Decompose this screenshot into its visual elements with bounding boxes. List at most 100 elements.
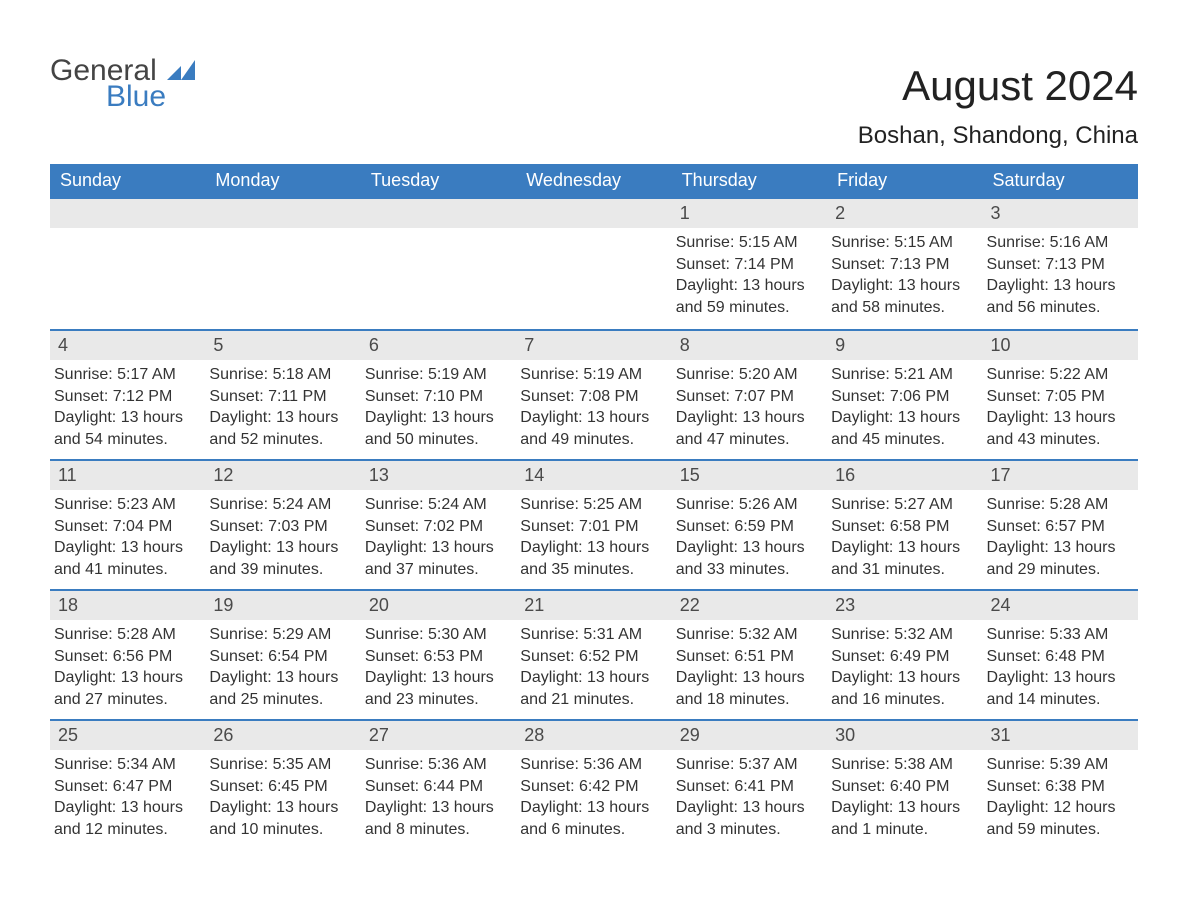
day-number: 3 — [983, 199, 1138, 228]
sunset-line: Sunset: 6:56 PM — [54, 646, 201, 668]
day-cell: 4Sunrise: 5:17 AMSunset: 7:12 PMDaylight… — [50, 331, 205, 459]
sunset-line: Sunset: 6:57 PM — [987, 516, 1134, 538]
sunset-line: Sunset: 6:44 PM — [365, 776, 512, 798]
day-cell: 2Sunrise: 5:15 AMSunset: 7:13 PMDaylight… — [827, 199, 982, 329]
week-row: 25 Sunrise: 5:34 AMSunset: 6:47 PM Dayligh… — [50, 719, 1138, 849]
day-header: Thursday — [672, 164, 827, 199]
sunrise-line: Sunrise: 5:39 AM — [987, 754, 1134, 776]
daylight-line: Daylight: 13 hours and 49 minutes. — [520, 407, 667, 450]
sunrise-line: Sunrise: 5:19 AM — [365, 364, 512, 386]
sunrise-line: Sunrise: 5:28 AM — [54, 624, 201, 646]
day-cell: 6Sunrise: 5:19 AMSunset: 7:10 PMDaylight… — [361, 331, 516, 459]
day-body: Sunrise: 5:22 AMSunset: 7:05 PMDaylight:… — [983, 360, 1138, 458]
sunset-line: Sunset: 6:54 PM — [209, 646, 356, 668]
day-number — [205, 199, 360, 228]
day-body: Sunrise: 5:28 AMSunset: 6:56 PMDaylight:… — [50, 620, 205, 718]
month-title: August 2024 — [858, 62, 1138, 110]
day-body: Sunrise: 5:36 AMSunset: 6:42 PMDaylight:… — [516, 750, 671, 848]
sunrise-line: Sunrise: 5:38 AM — [831, 754, 978, 776]
sunrise-line: Sunrise: 5:26 AM — [676, 494, 823, 516]
day-number: 30 — [827, 721, 982, 750]
daylight-line: Daylight: 13 hours and 47 minutes. — [676, 407, 823, 450]
week-row: 1Sunrise: 5:15 AMSunset: 7:14 PMDaylight… — [50, 199, 1138, 329]
daylight-line: Daylight: 13 hours and 29 minutes. — [987, 537, 1134, 580]
day-number: 28 — [516, 721, 671, 750]
daylight-line: Daylight: 13 hours and 10 minutes. — [209, 797, 356, 840]
sunrise-line: Sunrise: 5:15 AM — [676, 232, 823, 254]
day-number: 13 — [361, 461, 516, 490]
daylight-line: Daylight: 13 hours and 50 minutes. — [365, 407, 512, 450]
day-body: Sunrise: 5:16 AMSunset: 7:13 PMDaylight:… — [983, 228, 1138, 326]
day-header: Saturday — [983, 164, 1138, 199]
day-number: 15 — [672, 461, 827, 490]
sunset-line: Sunset: 6:51 PM — [676, 646, 823, 668]
day-body: Sunrise: 5:37 AMSunset: 6:41 PMDaylight:… — [672, 750, 827, 848]
day-cell: 11Sunrise: 5:23 AMSunset: 7:04 PMDayligh… — [50, 461, 205, 589]
daylight-line: Daylight: 13 hours and 27 minutes. — [54, 667, 201, 710]
sunset-line: Sunset: 6:59 PM — [676, 516, 823, 538]
daylight-line: Daylight: 13 hours and 16 minutes. — [831, 667, 978, 710]
day-body: Sunrise: 5:19 AMSunset: 7:10 PMDaylight:… — [361, 360, 516, 458]
logo-triangle-icon — [167, 54, 195, 87]
day-cell: 9Sunrise: 5:21 AMSunset: 7:06 PMDaylight… — [827, 331, 982, 459]
calendar: SundayMondayTuesdayWednesdayThursdayFrid… — [50, 164, 1138, 849]
daylight-line: Daylight: 13 hours and 54 minutes. — [54, 407, 201, 450]
day-cell: 17Sunrise: 5:28 AMSunset: 6:57 PMDayligh… — [983, 461, 1138, 589]
day-number: 1 — [672, 199, 827, 228]
location-label: Boshan, Shandong, China — [858, 122, 1138, 150]
day-number: 14 — [516, 461, 671, 490]
day-number: 16 — [827, 461, 982, 490]
sunrise-line: Sunrise: 5:15 AM — [831, 232, 978, 254]
day-body: Sunrise: 5:35 AMSunset: 6:45 PMDaylight:… — [205, 750, 360, 848]
daylight-line: Daylight: 13 hours and 56 minutes. — [987, 275, 1134, 318]
day-number: 25 — [50, 721, 205, 750]
daylight-line: Daylight: 13 hours and 52 minutes. — [209, 407, 356, 450]
day-body: Sunrise: 5:23 AMSunset: 7:04 PMDaylight:… — [50, 490, 205, 588]
daylight-line: Daylight: 13 hours and 21 minutes. — [520, 667, 667, 710]
day-number: 21 — [516, 591, 671, 620]
title-block: August 2024 Boshan, Shandong, China — [858, 62, 1138, 150]
week-row: 4Sunrise: 5:17 AMSunset: 7:12 PMDaylight… — [50, 329, 1138, 459]
day-cell: 7Sunrise: 5:19 AMSunset: 7:08 PMDaylight… — [516, 331, 671, 459]
daylight-line: Daylight: 13 hours and 33 minutes. — [676, 537, 823, 580]
daylight-line: Daylight: 13 hours and 3 minutes. — [676, 797, 823, 840]
sunset-line: Sunset: 7:04 PM — [54, 516, 201, 538]
day-number: 10 — [983, 331, 1138, 360]
day-header-row: SundayMondayTuesdayWednesdayThursdayFrid… — [50, 164, 1138, 199]
sunrise-line: Sunrise: 5:28 AM — [987, 494, 1134, 516]
day-body: Sunrise: 5:21 AMSunset: 7:06 PMDaylight:… — [827, 360, 982, 458]
day-cell: 19Sunrise: 5:29 AMSunset: 6:54 PMDayligh… — [205, 591, 360, 719]
day-number: 6 — [361, 331, 516, 360]
day-cell: 22Sunrise: 5:32 AMSunset: 6:51 PMDayligh… — [672, 591, 827, 719]
sunset-line: Sunset: 7:10 PM — [365, 386, 512, 408]
daylight-line: Daylight: 13 hours and 59 minutes. — [676, 275, 823, 318]
sunrise-line: Sunrise: 5:30 AM — [365, 624, 512, 646]
daylight-line: Daylight: 13 hours and 45 minutes. — [831, 407, 978, 450]
day-cell: 10Sunrise: 5:22 AMSunset: 7:05 PMDayligh… — [983, 331, 1138, 459]
sunset-line: Sunset: 7:11 PM — [209, 386, 356, 408]
daylight-line: Daylight: 13 hours and 23 minutes. — [365, 667, 512, 710]
daylight-line: Daylight: 13 hours and 35 minutes. — [520, 537, 667, 580]
day-body: Sunrise: 5:18 AMSunset: 7:11 PMDaylight:… — [205, 360, 360, 458]
day-number: 9 — [827, 331, 982, 360]
day-cell: 21Sunrise: 5:31 AMSunset: 6:52 PMDayligh… — [516, 591, 671, 719]
daylight-line: Daylight: 13 hours and 31 minutes. — [831, 537, 978, 580]
day-body: Sunrise: 5:32 AMSunset: 6:49 PMDaylight:… — [827, 620, 982, 718]
sunrise-line: Sunrise: 5:32 AM — [831, 624, 978, 646]
day-body: Sunrise: 5:29 AMSunset: 6:54 PMDaylight:… — [205, 620, 360, 718]
daylight-line: Daylight: 12 hours and 59 minutes. — [987, 797, 1134, 840]
day-body: Sunrise: 5:24 AMSunset: 7:02 PMDaylight:… — [361, 490, 516, 588]
sunrise-line: Sunrise: 5:23 AM — [54, 494, 201, 516]
sunrise-line: Sunrise: 5:34 AM — [54, 754, 201, 776]
day-body: Sunrise: 5:15 AMSunset: 7:13 PMDaylight:… — [827, 228, 982, 326]
day-number: 31 — [983, 721, 1138, 750]
sunrise-line: Sunrise: 5:25 AM — [520, 494, 667, 516]
day-cell — [50, 199, 205, 329]
daylight-line: Daylight: 13 hours and 58 minutes. — [831, 275, 978, 318]
day-cell: 18Sunrise: 5:28 AMSunset: 6:56 PMDayligh… — [50, 591, 205, 719]
day-body: Sunrise: 5:25 AMSunset: 7:01 PMDaylight:… — [516, 490, 671, 588]
day-body — [205, 228, 360, 240]
day-number: 24 — [983, 591, 1138, 620]
sunset-line: Sunset: 6:47 PM — [54, 776, 201, 798]
sunset-line: Sunset: 7:12 PM — [54, 386, 201, 408]
